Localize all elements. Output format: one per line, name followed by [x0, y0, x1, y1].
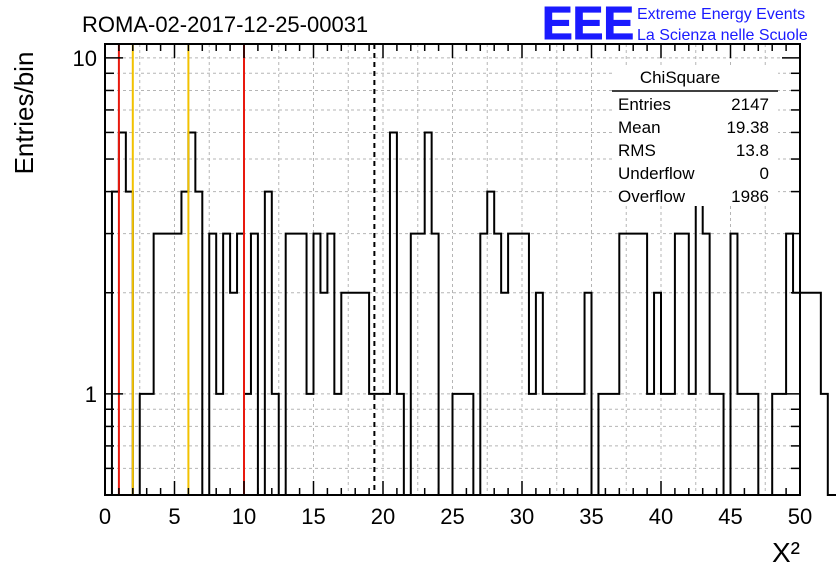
x-tick-label: 0 [99, 504, 111, 529]
histogram-outline [105, 131, 836, 496]
logo-mark: EEE [542, 0, 634, 49]
logo-line1: Extreme Energy Events [637, 6, 805, 23]
grid [105, 44, 800, 495]
x-tick-label: 10 [232, 504, 256, 529]
x-axis-label: X² [772, 537, 800, 568]
histogram-bin [487, 192, 494, 495]
histogram-bin [480, 234, 487, 495]
stats-row-value: 0 [760, 164, 769, 183]
chart-title: ROMA-02-2017-12-25-00031 [82, 12, 368, 37]
x-tick-label: 15 [301, 504, 325, 529]
axis-ticks: 0 5 10 15 20 25 30 35 40 45 50 1 10 [73, 44, 812, 529]
y-axis-label: Entries/bin [9, 52, 39, 175]
x-tick-label: 20 [371, 504, 395, 529]
histogram-bin [126, 192, 133, 495]
histogram-bin [327, 234, 334, 495]
stats-row-value: 1986 [731, 187, 769, 206]
stats-row-label: Entries [618, 95, 671, 114]
stats-row-label: Overflow [618, 187, 686, 206]
histogram-bin [154, 234, 161, 495]
histogram-bin [731, 234, 738, 495]
histogram-bin [814, 293, 821, 495]
histogram-bin [619, 234, 626, 495]
histogram-bin [251, 234, 258, 495]
histogram-bin [626, 234, 633, 495]
histogram-bin [237, 234, 244, 495]
x-tick-label: 40 [649, 504, 673, 529]
stats-row-label: Mean [618, 118, 661, 137]
histogram-bin [425, 132, 432, 495]
x-tick-label: 25 [440, 504, 464, 529]
histogram-bin [432, 234, 439, 495]
histogram-bin [181, 192, 188, 495]
histogram-bin [682, 234, 689, 495]
histogram-bin [494, 234, 501, 495]
marker-lines [117, 44, 376, 495]
logo-line2: La Scienza nelle Scuole [637, 27, 808, 44]
stats-row-value: 13.8 [736, 141, 769, 160]
x-tick-label: 45 [718, 504, 742, 529]
histogram-bin [223, 234, 230, 495]
stats-row-value: 19.38 [726, 118, 769, 137]
histogram-bin [800, 293, 807, 495]
histogram-bin [821, 394, 828, 495]
histogram-bin [640, 234, 647, 495]
histogram-bin [675, 234, 682, 495]
histogram-bin [314, 234, 321, 495]
histogram-bin [112, 192, 119, 495]
stats-rows: Entries 2147 Mean 19.38 RMS 13.8 Underflow 0 Ove… [618, 95, 769, 206]
stats-row-value: 2147 [731, 95, 769, 114]
histogram-bin [300, 234, 307, 495]
x-tick-label: 50 [788, 504, 812, 529]
histogram-bin [508, 234, 515, 495]
histogram-bin [703, 234, 710, 495]
histogram-bin [522, 234, 529, 495]
stats-row-label: RMS [618, 141, 656, 160]
histogram-bin [209, 234, 216, 495]
histogram-bin [286, 234, 293, 495]
histogram-bin [807, 293, 814, 495]
histogram-bin [168, 234, 175, 495]
x-tick-label: 30 [510, 504, 534, 529]
histogram-bars [105, 131, 836, 496]
histogram-bin [195, 192, 202, 495]
stats-box: ChiSquare Entries 2147 Mean 19.38 RMS 13.8 Und… [612, 66, 778, 206]
x-tick-label: 35 [579, 504, 603, 529]
histogram-bin [188, 132, 195, 495]
histogram-bin [633, 234, 640, 495]
eee-logo: EEE Extreme Energy Events La Scienza nel… [542, 0, 808, 50]
histogram-bin [390, 132, 397, 495]
histogram-bin [786, 234, 793, 495]
histogram-bin [175, 234, 182, 495]
y-tick-label: 1 [85, 382, 97, 407]
histogram-bin [265, 192, 272, 495]
x-tick-label: 5 [168, 504, 180, 529]
histogram-bin [161, 234, 168, 495]
histogram-bin [418, 234, 425, 495]
stats-title: ChiSquare [640, 68, 720, 87]
histogram-bin [411, 234, 418, 495]
stats-row-label: Underflow [618, 164, 695, 183]
histogram-bin [119, 132, 126, 495]
histogram-bin [515, 234, 522, 495]
y-tick-label: 10 [73, 46, 97, 71]
histogram-bin [293, 234, 300, 495]
